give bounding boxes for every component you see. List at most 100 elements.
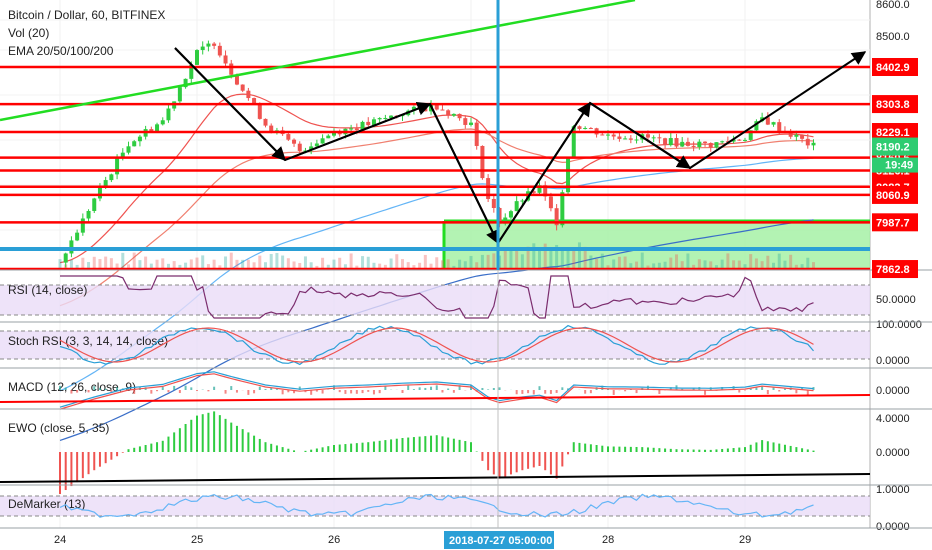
macd-red-line[interactable] [0, 394, 871, 403]
candle[interactable] [771, 121, 776, 127]
candle[interactable] [554, 204, 559, 231]
pane-demarker[interactable]: DeMarker (13) 1.0000 0.0000 [0, 484, 910, 533]
candle[interactable] [674, 133, 679, 149]
candle[interactable] [514, 196, 519, 212]
candle[interactable] [634, 135, 639, 144]
pane-rsi[interactable]: RSI (14, close) 50.0000 [0, 275, 916, 319]
candle[interactable] [691, 141, 696, 152]
candle[interactable] [240, 84, 245, 93]
candle[interactable] [697, 139, 702, 150]
pane-macd[interactable]: MACD (12, 26, close, 9) 0.0000 [0, 371, 910, 410]
level-tag-8303.8[interactable] [872, 95, 918, 114]
pane-separators[interactable] [0, 269, 932, 529]
candle[interactable] [708, 142, 713, 152]
candle[interactable] [628, 135, 633, 144]
candle[interactable] [685, 137, 690, 147]
candle[interactable] [446, 109, 451, 119]
candle[interactable] [491, 193, 496, 213]
pane-stoch[interactable]: Stoch RSI (3, 3, 14, 14, close) 100.0000 0… [0, 319, 922, 367]
candle[interactable] [440, 104, 445, 111]
level-tag-7862.8[interactable] [872, 260, 918, 279]
candle[interactable] [246, 87, 251, 101]
candle[interactable] [212, 41, 217, 50]
candle[interactable] [206, 40, 211, 52]
candle[interactable] [469, 117, 473, 127]
candle[interactable] [383, 114, 388, 120]
candle[interactable] [497, 207, 502, 228]
stoch-k-line[interactable] [59, 324, 814, 366]
candle[interactable] [474, 119, 479, 150]
candle[interactable] [132, 139, 137, 147]
candle[interactable] [195, 49, 199, 65]
candle[interactable] [668, 132, 673, 147]
candle[interactable] [457, 113, 462, 121]
candle[interactable] [543, 181, 548, 201]
level-tag-8402.9[interactable] [872, 58, 918, 76]
candle[interactable] [651, 135, 656, 143]
candle[interactable] [320, 134, 325, 144]
macd-signal-line[interactable] [59, 373, 814, 410]
candle[interactable] [800, 134, 805, 143]
green-trend-line[interactable] [0, 0, 636, 122]
candle[interactable] [80, 213, 85, 236]
horizontal-levels[interactable] [0, 65, 870, 271]
candle[interactable] [657, 133, 662, 144]
price-axis-labels[interactable]: 8402.98303.88229.18160.68126.18082.78060… [872, 0, 918, 279]
candle[interactable] [86, 209, 91, 222]
candle[interactable] [754, 119, 759, 133]
candle[interactable] [577, 125, 582, 131]
candle[interactable] [714, 142, 719, 149]
candle[interactable] [166, 105, 171, 123]
candle[interactable] [486, 174, 491, 203]
candle[interactable] [571, 124, 576, 159]
arrow-segment[interactable] [174, 47, 286, 161]
stoch-d-line[interactable] [59, 327, 814, 363]
candle[interactable] [177, 87, 182, 105]
candle[interactable] [183, 78, 188, 89]
pane-ewo[interactable]: EWO (close, 5, 35) 4.0000 0.0000 [0, 411, 910, 494]
candle[interactable] [309, 142, 314, 155]
candle[interactable] [263, 118, 268, 128]
candle[interactable] [126, 141, 131, 155]
candle[interactable] [326, 134, 331, 139]
candle[interactable] [588, 127, 593, 130]
candle[interactable] [617, 131, 622, 142]
arrow-segment[interactable] [429, 103, 499, 245]
level-tag-7987.7[interactable] [872, 213, 918, 232]
candle[interactable] [765, 112, 770, 126]
candle[interactable] [811, 139, 816, 151]
trend-lines[interactable] [0, 0, 636, 122]
demarker-line[interactable] [59, 493, 814, 518]
candle[interactable] [69, 236, 74, 258]
level-tag-8229.1[interactable] [872, 123, 918, 142]
candle[interactable] [92, 197, 97, 214]
time-highlight-tag[interactable] [444, 531, 554, 549]
candle[interactable] [297, 141, 302, 156]
candle[interactable] [451, 113, 456, 117]
candle[interactable] [314, 139, 319, 147]
candle[interactable] [109, 173, 114, 183]
candle[interactable] [63, 252, 68, 268]
level-tag-8060.9[interactable] [872, 185, 918, 204]
countdown-tag[interactable] [872, 157, 918, 173]
candle[interactable] [663, 137, 668, 149]
candle[interactable] [623, 135, 628, 140]
candle[interactable] [805, 133, 810, 149]
macd-line[interactable] [59, 371, 814, 408]
candle[interactable] [137, 134, 142, 147]
candle[interactable] [788, 128, 793, 139]
arrow-segment[interactable] [589, 102, 692, 169]
ewo-trend-line[interactable] [0, 473, 871, 483]
candle[interactable] [223, 50, 228, 67]
candle[interactable] [737, 139, 742, 141]
candle[interactable] [480, 145, 485, 180]
candle[interactable] [537, 182, 542, 195]
candle[interactable] [680, 137, 685, 148]
last-price-tag[interactable] [872, 137, 918, 156]
time-axis[interactable]: 24 25 26 28 29 2018-07-27 05:00:00 [54, 531, 751, 549]
candle[interactable] [200, 41, 205, 55]
candle[interactable] [703, 141, 708, 147]
candle[interactable] [743, 137, 747, 142]
candle[interactable] [583, 126, 588, 130]
